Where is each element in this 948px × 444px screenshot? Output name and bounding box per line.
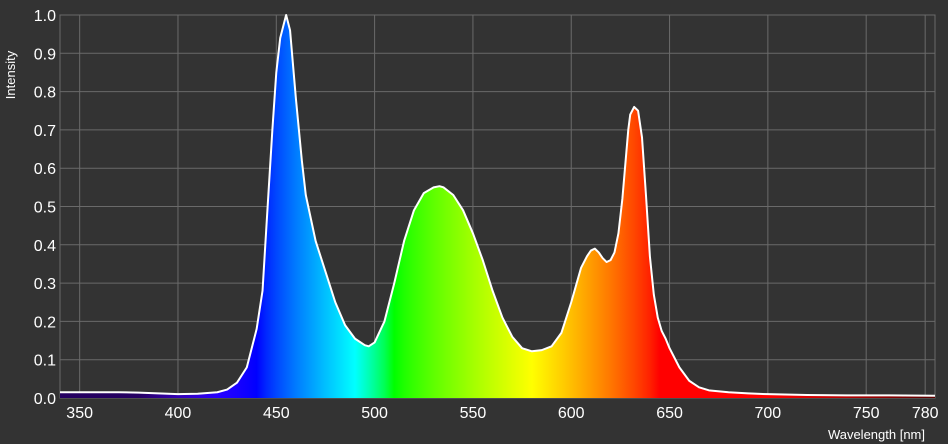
x-tick-label: 700 [755,405,782,422]
y-tick-label: 0.3 [34,276,56,293]
y-tick-label: 0.0 [34,391,56,408]
x-axis-ticks: 350 400 450 500 550 600 650 700 750 780 [66,405,938,422]
x-tick-label: 600 [558,405,585,422]
y-axis-ticks: 0.0 0.1 0.2 0.3 0.4 0.5 0.6 0.7 0.8 0.9 1.0 [34,8,56,408]
x-tick-label: 450 [263,405,290,422]
spectrum-curve-line [60,14,936,397]
y-tick-label: 0.9 [34,46,56,63]
x-tick-label: 500 [361,405,388,422]
y-tick-label: 1.0 [34,8,56,25]
y-tick-label: 0.7 [34,123,56,140]
y-axis-title: Intensity [3,50,18,99]
y-tick-label: 0.1 [34,353,56,370]
x-tick-label: 550 [460,405,487,422]
x-tick-label: 750 [853,405,880,422]
y-tick-label: 0.6 [34,161,56,178]
x-axis-title: Wavelength [nm] [828,427,925,442]
y-tick-label: 0.5 [34,200,56,217]
x-tick-label: 650 [656,405,683,422]
x-tick-label: 780 [912,405,939,422]
x-tick-label: 400 [165,405,192,422]
x-tick-label: 350 [66,405,93,422]
y-tick-label: 0.8 [34,85,56,102]
spectrum-fill-area [60,15,935,398]
y-tick-label: 0.4 [34,238,56,255]
y-tick-label: 0.2 [34,314,56,331]
